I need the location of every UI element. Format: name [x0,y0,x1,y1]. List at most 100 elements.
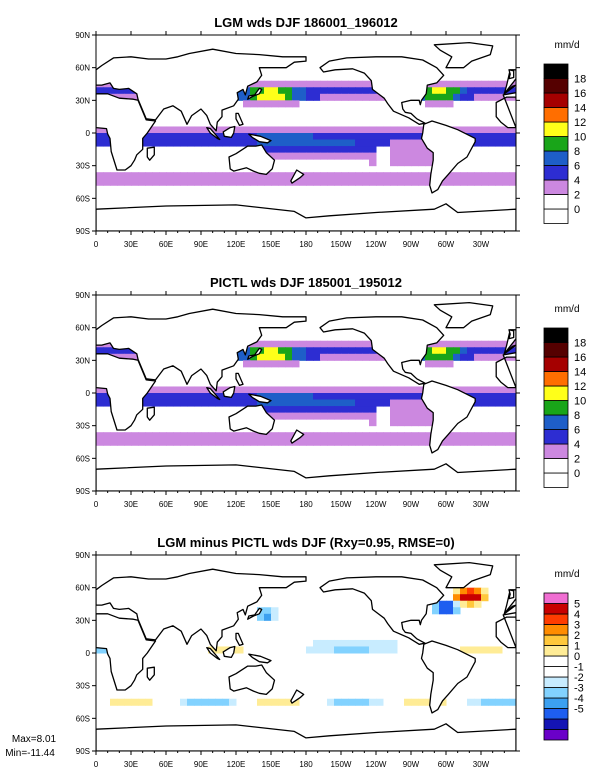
field-cell [96,646,104,654]
field-cell [166,432,174,440]
field-cell [369,353,377,361]
field-cell [425,172,433,180]
field-cell [320,347,328,355]
field-cell [481,594,489,602]
coastline-australia [228,664,276,696]
field-cell [264,172,272,180]
field-cell [348,406,356,414]
field-cell [180,178,188,186]
field-cell [362,139,370,147]
field-cell [299,353,307,361]
field-cell [446,600,454,608]
field-cell [138,432,146,440]
field-cell [96,139,104,147]
field-cell [348,698,356,706]
field-cell [229,178,237,186]
field-cell [453,587,461,595]
field-cell [215,646,223,654]
field-cell [390,146,398,154]
colorbar-label: 14 [574,367,586,379]
field-cell [453,80,461,88]
field-cell [180,399,188,407]
field-cell [348,432,356,440]
field-cell [96,178,104,186]
field-cell [117,698,125,706]
field-cell [299,412,307,420]
field-cell [383,432,391,440]
field-cell [257,438,265,446]
colorbar-label: 12 [574,381,586,393]
field-cell [320,639,328,647]
field-cell [271,698,279,706]
field-cell [418,146,426,154]
field-cell [418,386,426,394]
field-cell [362,87,370,95]
field-cell [376,172,384,180]
field-cell [418,399,426,407]
field-cell [124,438,132,446]
field-cell [306,432,314,440]
field-cell [467,600,475,608]
field-cell [271,613,279,621]
coastline-new-guinea [248,133,272,144]
field-cell [460,386,468,394]
field-cell [348,347,356,355]
field-cell [166,172,174,180]
field-cell [334,133,342,141]
field-cell [502,126,510,134]
field-cell [376,133,384,141]
field-cell [208,432,216,440]
field-cell [229,399,237,407]
colorbar-box [543,666,569,678]
x-tick-label: 150W [331,500,352,509]
field-cell [222,172,230,180]
field-cell [509,438,516,446]
field-cell [369,159,377,167]
field-cell [194,399,202,407]
field-cell [264,353,272,361]
field-cell [495,438,503,446]
min-stat: Min=-11.44 [5,748,55,759]
field-cell [474,353,482,361]
field-cell [215,438,223,446]
y-tick-label: 90N [75,551,90,560]
field-cell [229,432,237,440]
x-tick-label: 180 [299,500,313,509]
field-cell [299,80,307,88]
field-cell [264,80,272,88]
field-cell [117,93,125,101]
x-tick-label: 30W [473,760,490,769]
field-cell [488,87,496,95]
field-cell [187,432,195,440]
field-cell [299,146,307,154]
coastline-uk [508,589,515,600]
field-cell [474,178,482,186]
field-cell [257,399,265,407]
field-cell [327,87,335,95]
colorbar-label: 4 [574,609,580,621]
field-cell [257,698,265,706]
colorbar-box [543,708,569,720]
field-cell [334,698,342,706]
field-cell [236,133,244,141]
field-cell [285,152,293,160]
field-cell [453,594,461,602]
field-cell [215,126,223,134]
field-cell [313,340,321,348]
field-cell [208,139,216,147]
colorbar-label: 0 [574,468,580,480]
field-cell [236,139,244,147]
field-cell [495,353,503,361]
coastline-eurasia [503,344,516,355]
coastline-south-america [420,120,476,194]
field-cell [285,412,293,420]
field-cell [495,399,503,407]
field-cell [264,100,272,108]
colorbar-box [543,121,569,137]
colorbar-box [543,78,569,94]
field-cell [180,432,188,440]
field-cell [96,172,104,180]
field-cell [271,152,279,160]
field-cell [201,178,209,186]
field-cell [236,393,244,401]
